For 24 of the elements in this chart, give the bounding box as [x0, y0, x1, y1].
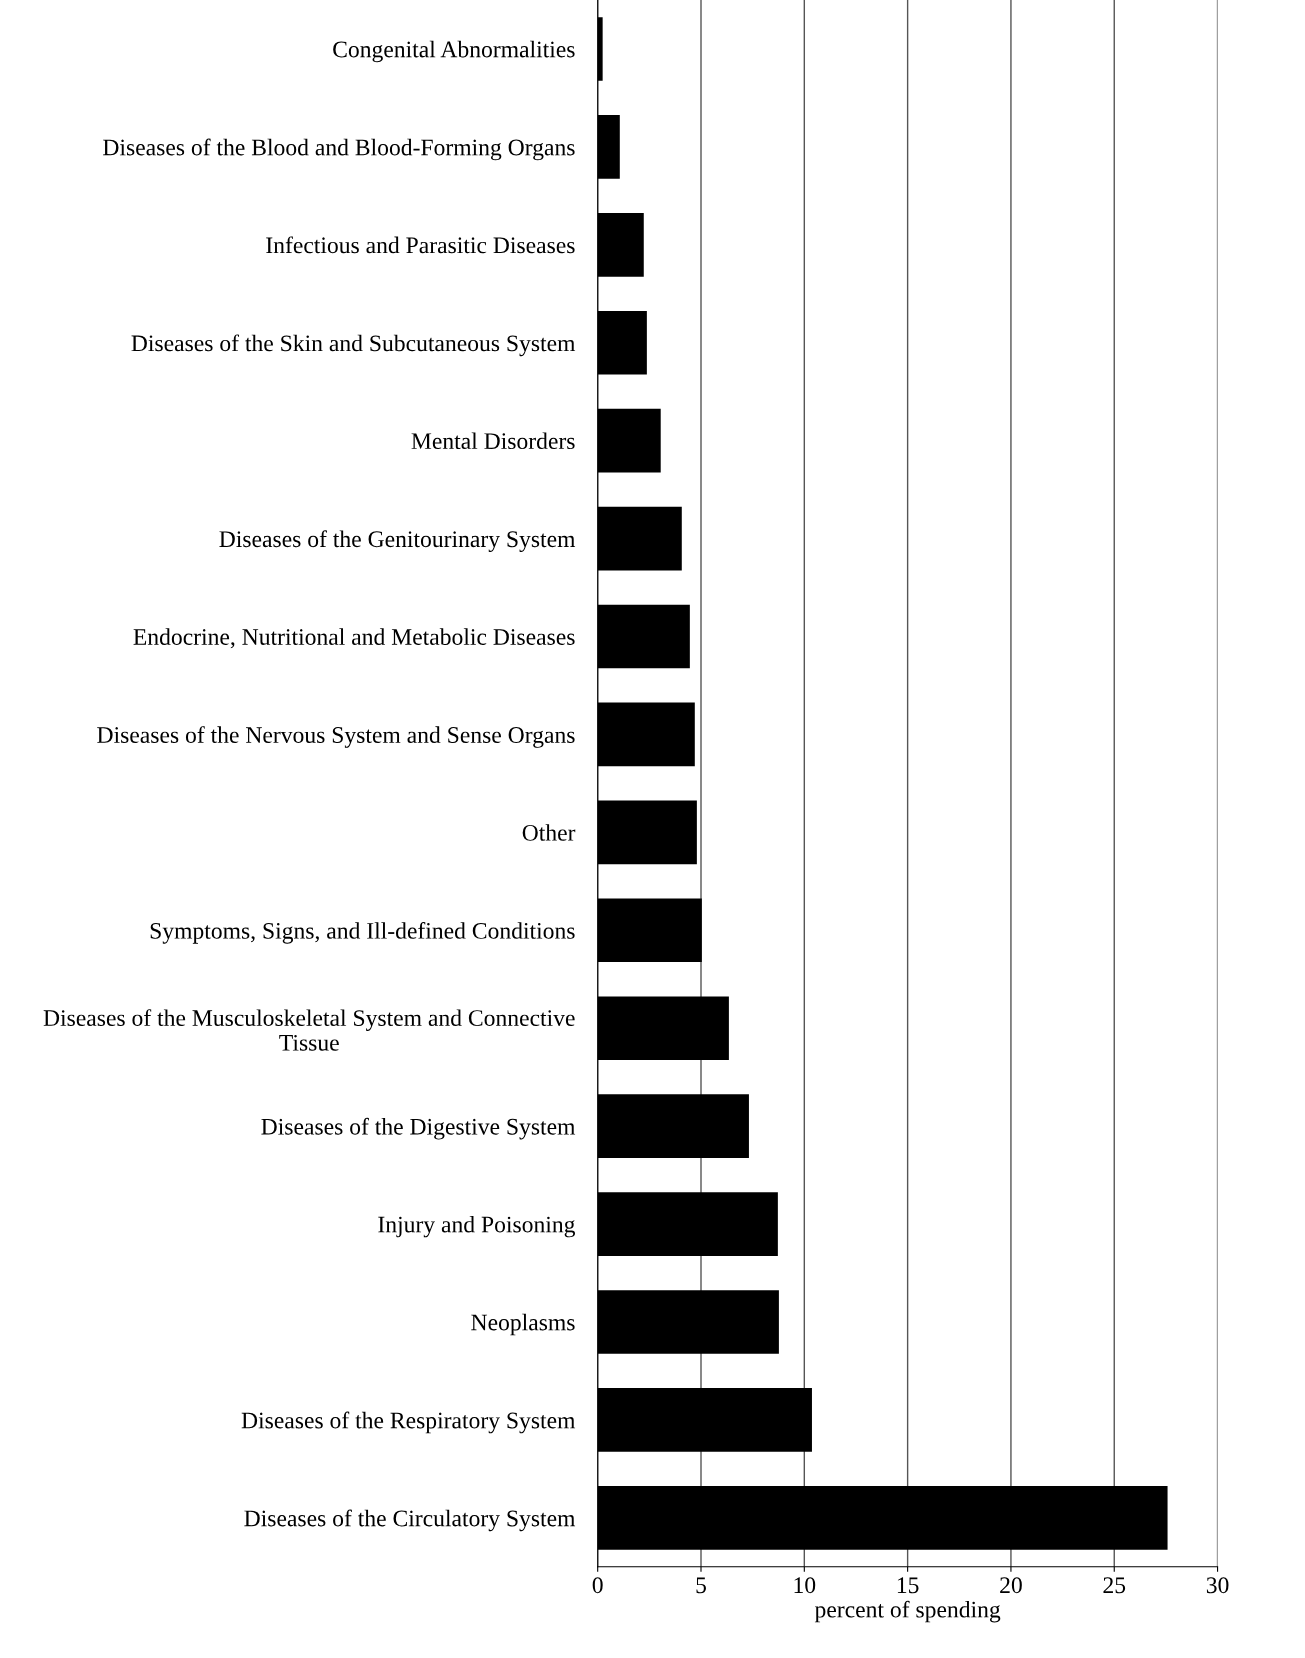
- y-tick-label: Diseases of the Genitourinary System: [219, 530, 576, 552]
- y-tick-label: Infectious and Parasitic Diseases: [266, 236, 575, 254]
- x-tick-label: 25: [1103, 1577, 1126, 1594]
- y-tick-label: Neoplasms: [471, 1313, 575, 1336]
- x-tick-label: 30: [1206, 1577, 1229, 1594]
- y-tick-label: Mental Disorders: [411, 432, 575, 450]
- y-tick-label: Injury and Poisoning: [378, 1215, 576, 1238]
- y-tick-label: Symptoms, Signs, and Ill-defined Conditions: [150, 921, 575, 944]
- x-tick-label: 20: [1000, 1577, 1022, 1594]
- y-tick-label: Diseases of the Musculoskeletal System and Connective Tissue: [43, 1009, 575, 1051]
- y-tick-label: Diseases of the Digestive System: [261, 1117, 576, 1140]
- y-tick-label: Diseases of the Blood and Blood-Forming Organs: [103, 138, 575, 161]
- x-tick-label: 5: [696, 1577, 706, 1594]
- y-tick-label: Diseases of the Nervous System and Sense Organs: [97, 726, 575, 748]
- y-tick-label: Congenital Abnormalities: [333, 40, 575, 63]
- y-tick-label: Diseases of the Respiratory System: [241, 1411, 576, 1434]
- x-tick-label: 15: [897, 1577, 919, 1594]
- y-tick-label: Other: [522, 824, 576, 841]
- x-tick-label: 10: [794, 1577, 816, 1594]
- x-axis-title: percent of spending: [814, 1600, 1001, 1623]
- y-tick-label: Diseases of the Circulatory System: [244, 1509, 576, 1532]
- y-tick-label: Diseases of the Skin and Subcutaneous System: [131, 334, 576, 357]
- x-tick-label: 0: [592, 1577, 603, 1594]
- y-tick-label: Endocrine, Nutritional and Metabolic Diseases: [133, 628, 575, 649]
